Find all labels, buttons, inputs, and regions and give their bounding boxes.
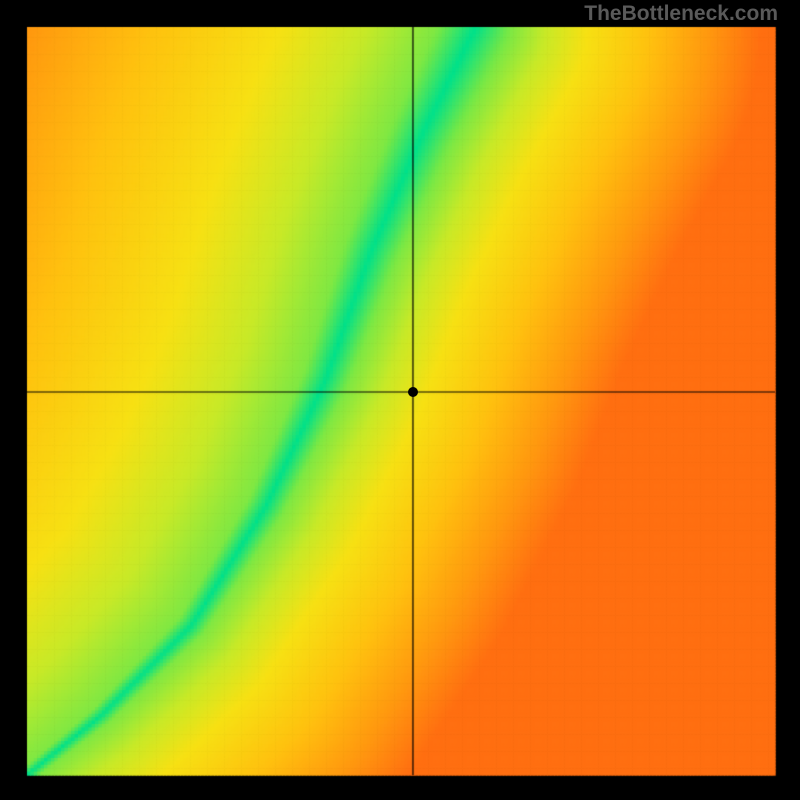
- watermark-text: TheBottleneck.com: [584, 2, 778, 26]
- chart-container: TheBottleneck.com: [0, 0, 800, 800]
- heatmap-canvas: [0, 0, 800, 800]
- data-point-marker: [408, 387, 418, 397]
